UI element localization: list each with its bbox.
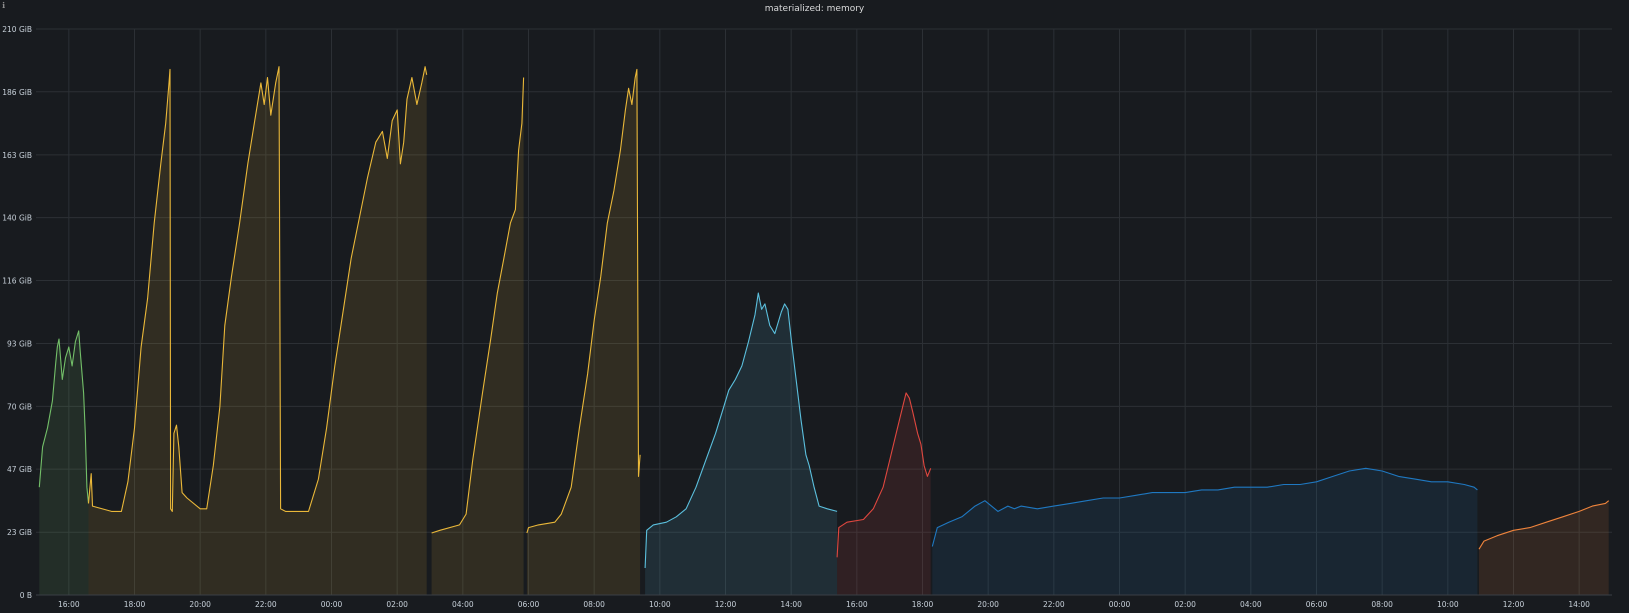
x-tick-label: 14:00 [780,600,802,609]
x-tick-label: 10:00 [1437,600,1459,609]
series-area-0 [39,330,89,595]
y-tick-label: 140 GiB [2,214,32,223]
y-tick-label: 163 GiB [2,151,32,160]
x-tick-label: 18:00 [124,600,146,609]
y-tick-label: 93 GiB [7,340,32,349]
x-tick-label: 08:00 [1371,600,1393,609]
series-line-4 [644,292,838,569]
series-area-5 [837,392,931,595]
x-tick-label: 02:00 [1174,600,1196,609]
x-tick-label: 10:00 [649,600,671,609]
series-line-5 [836,392,932,558]
panel-title[interactable]: materialized: memory [764,4,865,14]
series-line-2 [431,77,525,534]
series-line-6 [931,467,1478,547]
x-tick-label: 16:00 [846,600,868,609]
x-tick-label: 18:00 [912,600,934,609]
x-tick-label: 20:00 [189,600,211,609]
series-area-7 [1479,500,1609,595]
y-tick-label: 70 GiB [7,402,32,411]
x-tick-label: 22:00 [255,600,277,609]
x-tick-label: 12:00 [1503,600,1525,609]
x-tick-label: 04:00 [452,600,474,609]
x-tick-label: 22:00 [1043,600,1065,609]
series-area-4 [645,293,838,595]
info-icon[interactable]: ℹ [2,1,6,10]
series-line-3 [526,68,641,534]
y-tick-label: 116 GiB [2,276,32,285]
y-tick-label: 23 GiB [7,528,32,537]
x-tick-label: 16:00 [58,600,80,609]
x-tick-label: 00:00 [1109,600,1131,609]
x-tick-label: 02:00 [386,600,408,609]
x-tick-label: 06:00 [1306,600,1328,609]
y-tick-label: 0 B [20,591,32,600]
y-tick-label: 186 GiB [2,88,32,97]
series-line-0 [38,330,90,504]
x-tick-label: 04:00 [1240,600,1262,609]
x-tick-label: 08:00 [583,600,605,609]
series-area-6 [932,468,1478,595]
series-line-7 [1478,500,1610,550]
x-tick-label: 14:00 [1568,600,1590,609]
y-tick-label: 47 GiB [7,465,32,474]
series-area-2 [431,77,524,595]
series-area-1 [88,66,427,595]
series-line-1 [87,66,428,512]
x-tick-label: 12:00 [715,600,737,609]
x-tick-label: 00:00 [321,600,343,609]
x-tick-label: 20:00 [977,600,999,609]
y-tick-label: 210 GiB [2,25,32,34]
x-tick-label: 06:00 [518,600,540,609]
series-area-3 [526,69,641,595]
